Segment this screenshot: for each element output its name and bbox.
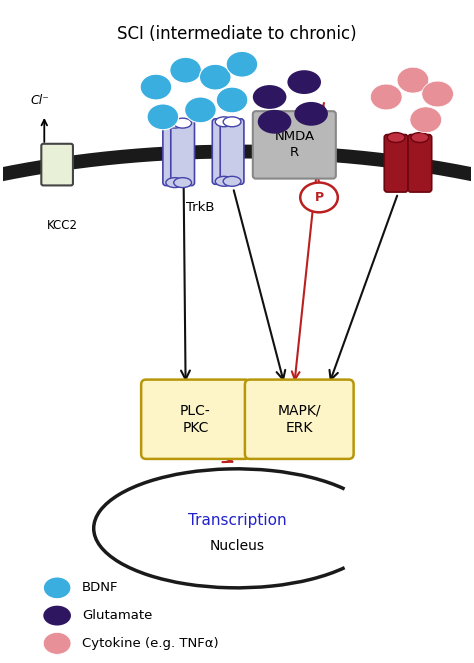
Ellipse shape	[287, 70, 321, 94]
Ellipse shape	[411, 133, 428, 143]
Text: MAPK/
ERK: MAPK/ ERK	[277, 404, 321, 435]
Text: P: P	[314, 191, 324, 204]
Ellipse shape	[397, 67, 428, 93]
Text: Cytokine (e.g. TNFα): Cytokine (e.g. TNFα)	[82, 637, 219, 650]
FancyBboxPatch shape	[171, 120, 194, 186]
Ellipse shape	[174, 118, 191, 128]
FancyBboxPatch shape	[245, 380, 354, 459]
Text: Nucleus: Nucleus	[210, 539, 264, 553]
Ellipse shape	[147, 104, 179, 130]
Ellipse shape	[410, 107, 442, 133]
Ellipse shape	[387, 133, 405, 143]
Text: Glutamate: Glutamate	[82, 609, 152, 622]
Ellipse shape	[422, 81, 454, 107]
FancyBboxPatch shape	[253, 111, 336, 178]
Text: TrkB: TrkB	[186, 201, 215, 214]
Ellipse shape	[258, 110, 292, 134]
Ellipse shape	[170, 57, 201, 83]
Ellipse shape	[223, 117, 241, 127]
Ellipse shape	[166, 178, 183, 188]
Ellipse shape	[226, 51, 258, 77]
Text: PLC-
PKC: PLC- PKC	[180, 404, 211, 435]
Text: SCI (intermediate to chronic): SCI (intermediate to chronic)	[117, 25, 357, 42]
FancyBboxPatch shape	[141, 380, 250, 459]
FancyBboxPatch shape	[163, 120, 187, 186]
Ellipse shape	[300, 182, 338, 212]
Ellipse shape	[174, 178, 191, 188]
Ellipse shape	[43, 577, 71, 599]
Ellipse shape	[370, 84, 402, 110]
Ellipse shape	[215, 176, 233, 186]
FancyBboxPatch shape	[212, 119, 236, 184]
Ellipse shape	[215, 117, 233, 127]
Ellipse shape	[140, 74, 172, 100]
Ellipse shape	[223, 176, 241, 186]
Ellipse shape	[184, 97, 216, 123]
Text: KCC2: KCC2	[46, 219, 78, 232]
Ellipse shape	[216, 87, 248, 113]
Ellipse shape	[200, 64, 231, 90]
Text: Cl⁻: Cl⁻	[31, 94, 50, 107]
Text: NMDA
R: NMDA R	[274, 131, 314, 159]
FancyBboxPatch shape	[41, 144, 73, 186]
Ellipse shape	[43, 633, 71, 654]
FancyBboxPatch shape	[408, 135, 432, 192]
Ellipse shape	[253, 85, 286, 109]
Ellipse shape	[166, 118, 183, 128]
FancyBboxPatch shape	[384, 135, 408, 192]
Ellipse shape	[43, 606, 71, 625]
Text: BDNF: BDNF	[82, 581, 118, 594]
Ellipse shape	[294, 102, 328, 126]
FancyBboxPatch shape	[220, 119, 244, 184]
Text: Transcription: Transcription	[188, 513, 286, 528]
